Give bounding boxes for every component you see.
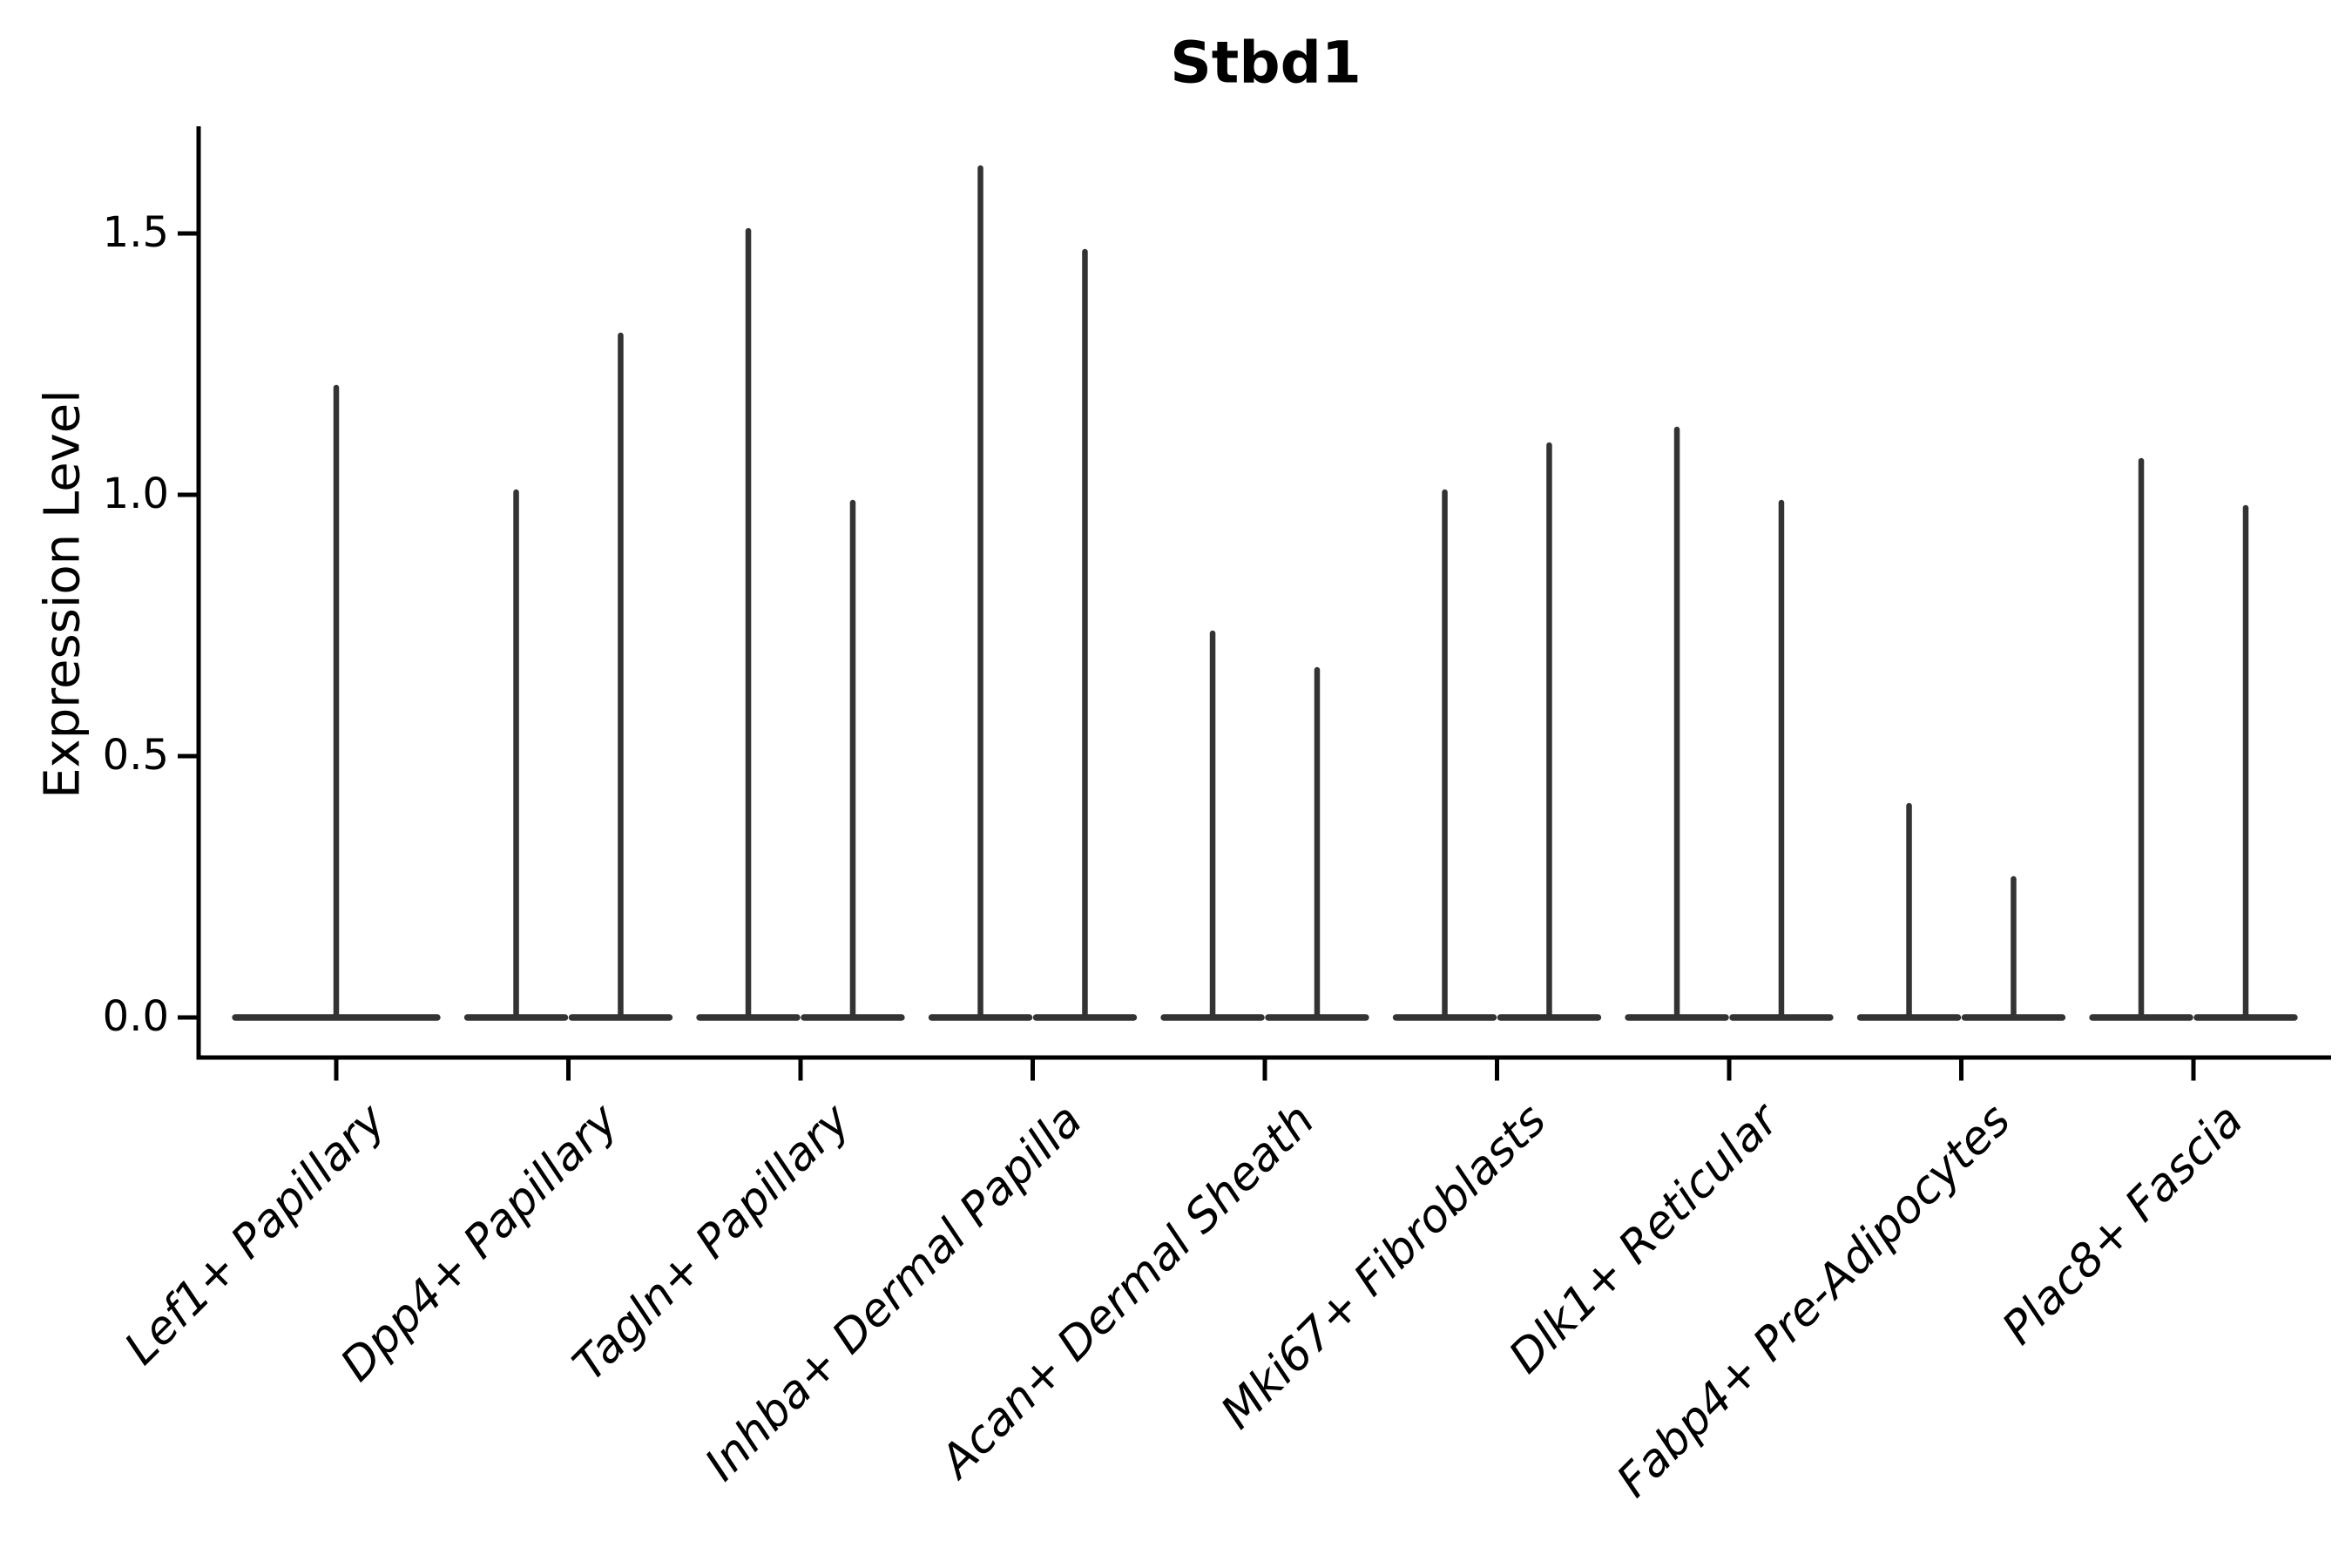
y-tick-label: 0.5	[102, 730, 169, 780]
chart-title: Stbd1	[1170, 29, 1362, 97]
y-axis-label: Expression Level	[34, 389, 91, 799]
y-tick-label: 1.0	[102, 469, 169, 518]
y-tick-label: 1.5	[102, 207, 169, 257]
y-tick-label: 0.0	[102, 991, 169, 1041]
